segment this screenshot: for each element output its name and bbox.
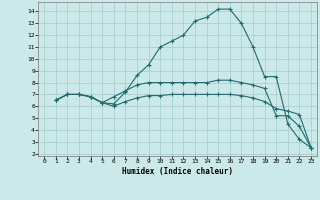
X-axis label: Humidex (Indice chaleur): Humidex (Indice chaleur) bbox=[122, 167, 233, 176]
